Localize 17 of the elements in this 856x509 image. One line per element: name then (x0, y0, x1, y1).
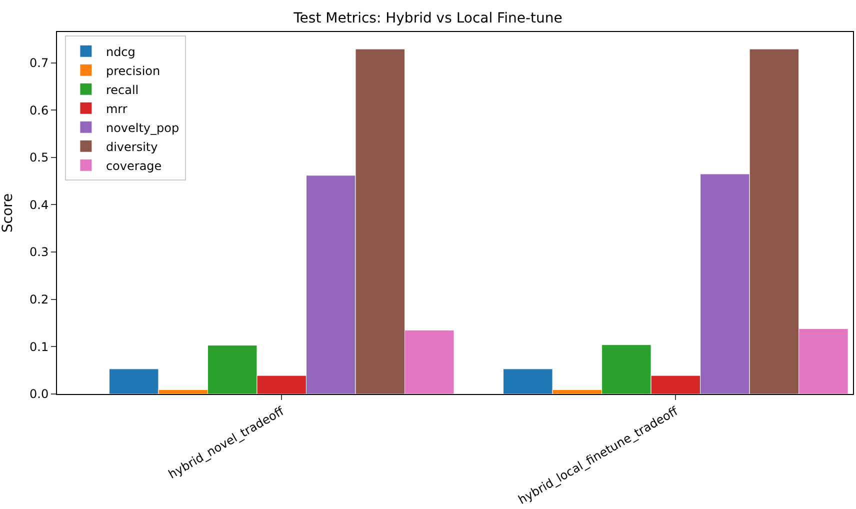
legend-label: precision (106, 64, 160, 78)
y-tick-label: 0.5 (30, 150, 49, 165)
legend-label: diversity (106, 140, 158, 154)
legend-label: mrr (106, 102, 128, 116)
y-tick-label: 0.3 (30, 245, 49, 260)
y-tick-label: 0.0 (30, 387, 49, 402)
chart-title: Test Metrics: Hybrid vs Local Fine-tune (292, 10, 562, 27)
y-tick-label: 0.6 (30, 103, 49, 118)
y-tick-label: 0.2 (30, 292, 49, 307)
legend-label: novelty_pop (106, 120, 180, 135)
y-axis-title: Score (0, 193, 16, 233)
legend-label: ndcg (106, 44, 136, 59)
legend-label: coverage (106, 158, 162, 173)
y-tick-label: 0.4 (30, 198, 49, 212)
legend-label: recall (106, 82, 139, 97)
y-tick-label: 0.7 (30, 56, 49, 70)
y-tick-label: 0.1 (30, 340, 49, 354)
